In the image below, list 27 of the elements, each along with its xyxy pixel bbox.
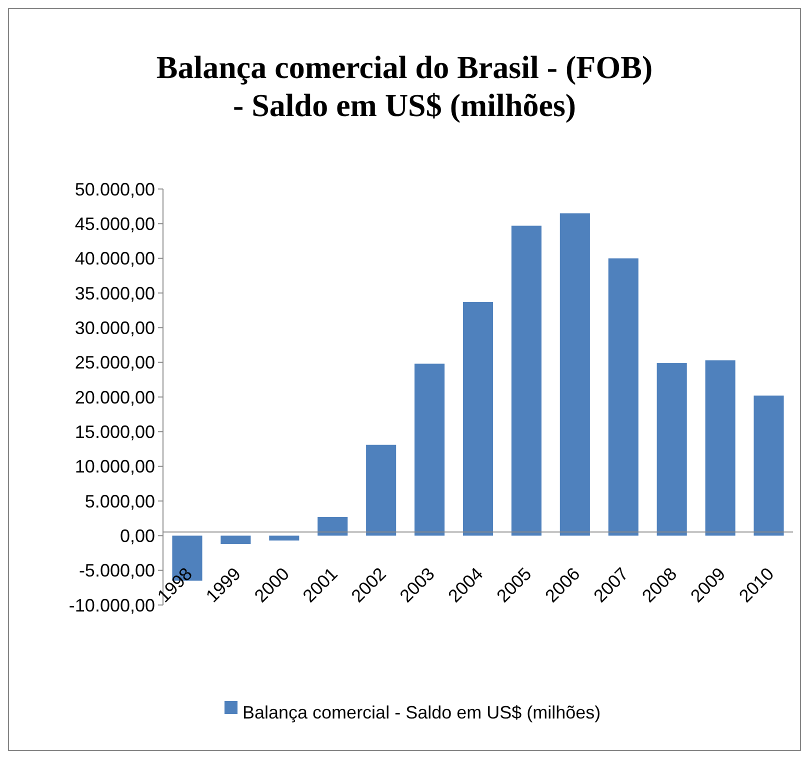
- y-tick-label: 50.000,00: [74, 179, 155, 200]
- y-tick-label: 30.000,00: [74, 318, 155, 338]
- legend-label: Balança comercial - Saldo em US$ (milhões): [242, 702, 601, 722]
- bar: [462, 302, 494, 536]
- bar: [560, 213, 590, 536]
- bar: [318, 516, 348, 536]
- y-tick-label: 10.000,00: [74, 456, 155, 477]
- bar: [656, 363, 687, 536]
- y-tick-label: 20.000,00: [74, 387, 155, 408]
- bar: [608, 258, 638, 536]
- bar: [220, 536, 251, 544]
- bar: [366, 444, 396, 536]
- y-tick-label: 45.000,00: [74, 214, 155, 234]
- y-tick-label: 5.000,00: [84, 491, 155, 512]
- y-tick-label: 35.000,00: [74, 283, 155, 304]
- bar: [414, 364, 445, 536]
- bar: [705, 360, 736, 536]
- y-tick-label: -10.000,00: [68, 595, 155, 616]
- bar: [754, 396, 784, 536]
- bar: [269, 536, 300, 541]
- y-tick-label: 25.000,00: [74, 352, 155, 373]
- y-tick-label: 40.000,00: [74, 248, 155, 269]
- y-tick-label: 0,00: [120, 526, 155, 546]
- y-tick-label: 15.000,00: [74, 422, 155, 442]
- y-tick-label: -5.000,00: [78, 560, 155, 581]
- chart-title: Balança comercial do Brasil - (FOB) - Saldo em US$ (milhões): [156, 49, 653, 123]
- bar: [511, 226, 542, 536]
